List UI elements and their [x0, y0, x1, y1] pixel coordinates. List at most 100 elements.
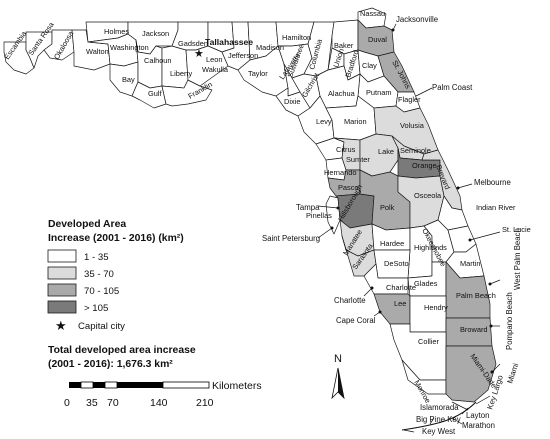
county-label: Palm Beach [456, 291, 496, 300]
scale-tick: 70 [107, 397, 119, 409]
county-label: Highlands [414, 243, 447, 252]
county-label: Seminole [400, 146, 431, 155]
county-label: Wakulla [202, 65, 229, 74]
county-label: Flagler [398, 95, 421, 104]
county-label: Hamilton [282, 33, 311, 42]
scale-segment [93, 382, 105, 388]
county-label: Hernando [324, 168, 356, 177]
county-label: Nassau [360, 9, 385, 18]
scale-segment [104, 381, 118, 389]
scale-segment [80, 381, 94, 389]
county-label: Taylor [248, 69, 268, 78]
county-franklin [161, 79, 213, 107]
legend-label-35-70: 35 - 70 [84, 269, 114, 280]
county-collier [389, 323, 447, 381]
county-label: Indian River [476, 203, 516, 212]
legend-title-line2: Increase (2001 - 2016) (km²) [48, 233, 184, 244]
city-label: Tampa [296, 203, 320, 212]
city-label: Marathon [462, 421, 495, 430]
county-label: Levy [316, 117, 332, 126]
county-label: Alachua [328, 89, 356, 98]
county-label: Martin [460, 259, 481, 268]
county-label: Sumter [346, 155, 370, 164]
county-label: Marion [344, 117, 367, 126]
city-label: Miami [505, 362, 520, 385]
county-label: Volusia [400, 121, 425, 130]
county-label: Citrus [336, 145, 356, 154]
leader-line [373, 311, 381, 317]
scale-bar: Kilometers 0 35 70 140 210 [64, 380, 262, 409]
leader-line [475, 395, 491, 405]
county-label: Gadsden [178, 39, 208, 48]
legend-swatch-35-70 [47, 266, 77, 280]
county-label: Glades [414, 279, 438, 288]
city-label: Big Pine Key [416, 415, 461, 424]
leader-line [392, 23, 397, 31]
north-arrow: N [331, 353, 345, 400]
county-label: Orange [412, 161, 437, 170]
county-label: Osceola [414, 191, 442, 200]
total-increase-line1: Total developed area increase [48, 345, 196, 356]
county-polygons [3, 7, 497, 403]
leader-line [469, 231, 501, 241]
city-label: Saint Petersburg [262, 234, 320, 243]
county-label: Leon [206, 55, 222, 64]
county-label: Lee [394, 299, 406, 308]
county-label: Baker [334, 41, 354, 50]
city-label: Key West [422, 427, 456, 436]
legend-swatch-1-35 [47, 249, 77, 263]
county-label: Polk [380, 203, 395, 212]
scale-tick: 35 [86, 397, 98, 409]
leader-line [363, 287, 373, 297]
county-label: Broward [460, 325, 488, 334]
city-label: Cape Coral [336, 316, 376, 325]
leader-line [491, 363, 501, 373]
north-arrow-icon-half [338, 368, 344, 398]
scale-tick: 0 [64, 397, 70, 409]
county-label: Duval [368, 35, 387, 44]
county-hendry [409, 295, 447, 333]
county-label: Madison [256, 43, 284, 52]
city-label: Layton [466, 411, 489, 420]
city-label: Jacksonville [396, 15, 438, 24]
leader-line [451, 417, 463, 425]
county-label: Clay [362, 61, 377, 70]
leader-line [451, 401, 469, 411]
leader-line [429, 417, 435, 425]
capital-marker: ★ Tallahassee [194, 37, 253, 60]
leader-line [457, 183, 473, 189]
legend-title-line1: Developed Area [48, 219, 126, 230]
leader-line [415, 87, 433, 97]
county-label: Holmes [104, 27, 129, 36]
legend-swatch-70-105 [47, 283, 77, 297]
county-gulf [131, 81, 167, 109]
city-label: West Palm Beach [513, 228, 522, 290]
leader-line [489, 279, 501, 285]
legend-label-1-35: 1 - 35 [84, 252, 109, 263]
county-label: Dixie [284, 97, 300, 106]
north-label: N [334, 353, 342, 365]
scale-tick: 210 [196, 397, 214, 409]
county-liberty [161, 45, 189, 89]
county-label: Hardee [380, 239, 404, 248]
legend-label-over-105: > 105 [84, 303, 108, 314]
legend: Developed Area Increase (2001 - 2016) (k… [47, 219, 196, 370]
city-label: Palm Coast [432, 83, 473, 92]
county-label: Jackson [142, 29, 169, 38]
county-label: Walton [86, 47, 109, 56]
scale-segment [162, 381, 210, 389]
county-label: Bay [122, 75, 135, 84]
county-label: Jefferson [228, 51, 258, 60]
capital-label: Tallahassee [205, 37, 253, 47]
city-callouts: Jacksonville Palm Coast Melbourne Tampa … [262, 15, 522, 436]
city-label: Pompano Beach [505, 292, 514, 350]
leader-line [461, 407, 469, 415]
county-label: DeSoto [384, 259, 409, 268]
county-label: St. Lucie [502, 225, 531, 234]
county-miami-dade [445, 345, 497, 403]
city-label: Charlotte [334, 296, 366, 305]
county-label: Hendry [424, 303, 448, 312]
total-increase-line2: (2001 - 2016): 1,676.3 km² [48, 359, 173, 370]
county-label: Charlotte [386, 283, 416, 292]
county-label: Pasco [338, 183, 359, 192]
